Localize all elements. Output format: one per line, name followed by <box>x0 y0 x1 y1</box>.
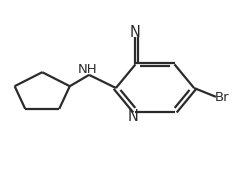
Text: N: N <box>130 25 141 40</box>
Text: Br: Br <box>215 91 230 104</box>
Text: N: N <box>128 109 139 124</box>
Text: NH: NH <box>78 64 98 76</box>
